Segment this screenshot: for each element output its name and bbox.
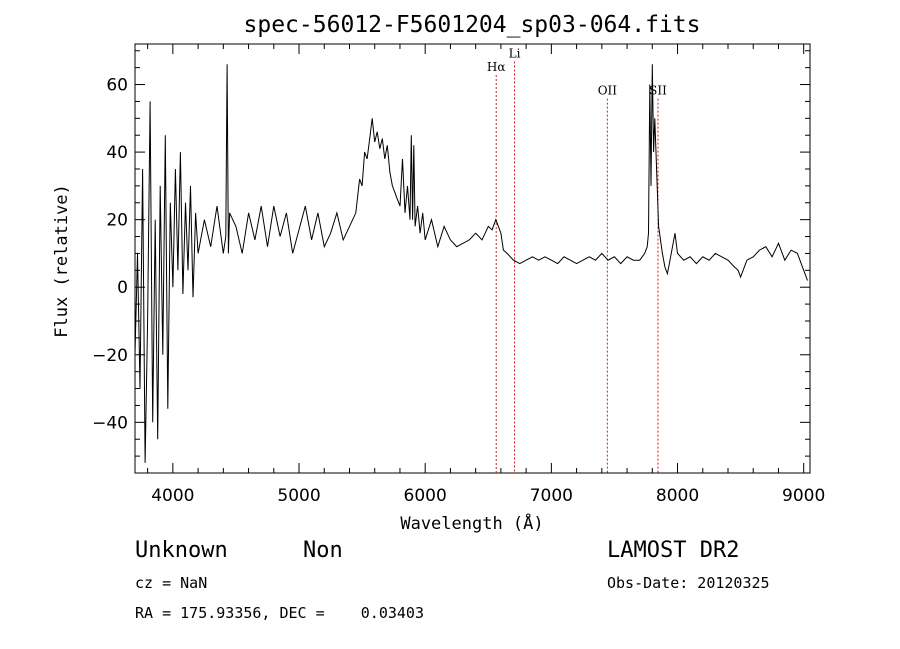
line-marker-label: SII [649,84,667,98]
spectral-subclass: Non [303,538,343,563]
plot-frame [134,43,811,474]
x-tick-label: 8000 [656,486,699,506]
x-axis: 4000 5000 6000 7000 8000 9000 [147,44,825,506]
x-tick-label: 9000 [782,486,825,506]
y-axis-label: Flux (relative) [52,184,72,338]
y-tick-label: 40 [106,143,128,163]
y-tick-label: 20 [106,211,128,231]
line-marker-label: Hα [487,60,506,74]
line-marker-label: OII [598,84,618,98]
x-tick-label: 6000 [404,486,447,506]
survey-name: LAMOST DR2 [607,538,740,563]
x-axis-label: Wavelength (Å) [400,512,543,534]
y-axis: −40 −20 0 20 40 60 [92,50,810,474]
spectral-class: Unknown [135,538,228,563]
x-tick-label: 5000 [277,486,320,506]
y-tick-label: −20 [92,346,128,366]
observation-date: Obs-Date: 20120325 [607,574,770,592]
spectrum-series-line [134,64,808,463]
chart-title: spec-56012-F5601204_sp03-064.fits [244,12,701,38]
y-tick-label: −40 [92,413,128,433]
x-tick-label: 4000 [151,486,194,506]
y-tick-label: 0 [117,278,128,298]
line-marker-label: Li [509,47,521,61]
ra-dec-coordinates: RA = 175.93356, DEC = 0.03403 [135,604,424,622]
x-tick-label: 7000 [530,486,573,506]
redshift-cz: cz = NaN [135,574,208,592]
y-tick-label: 60 [106,76,128,96]
